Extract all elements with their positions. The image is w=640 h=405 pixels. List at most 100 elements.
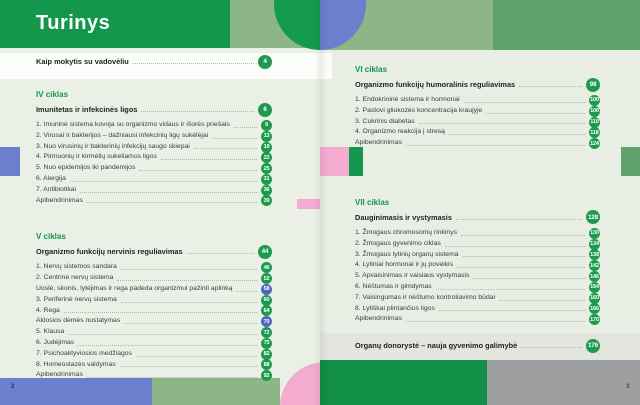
dotted-leader <box>499 299 585 301</box>
page-number-badge: 58 <box>261 283 272 295</box>
toc-row: 5. Klausa 72 <box>36 327 272 339</box>
dotted-leader <box>444 245 585 247</box>
toc-row-label: Kaip mokytis su vadovėliu <box>36 56 129 66</box>
page-number-badge: 138 <box>589 249 600 261</box>
toc-row: 3. Periferinė nervų sistema 60 <box>36 294 272 306</box>
dotted-leader <box>132 63 254 64</box>
dotted-leader <box>78 344 257 346</box>
dotted-leader <box>448 134 585 136</box>
toc-row-label: 8. Lytiškai plintančios ligos <box>355 304 435 312</box>
toc-row-label: 7. Antibiotikai <box>36 185 77 193</box>
dotted-leader <box>193 148 257 150</box>
folio-left: 2 <box>11 384 15 390</box>
page-number-badge: 176 <box>586 338 600 353</box>
page-number-badge: 39 <box>261 195 272 207</box>
toc-row: 2. Centrinė nervų sistema 52 <box>36 273 272 285</box>
toc-row: 8. Homeostazės valdymas 88 <box>36 359 272 371</box>
dotted-leader <box>139 170 257 172</box>
toc-row: 2. Pastovi gliukozės koncentracija krauj… <box>355 105 600 117</box>
toc-row: 1. Imuninė sistema kovoja su organizmo v… <box>36 119 272 131</box>
page-number-badge: 44 <box>258 244 272 259</box>
toc-row-label: Organizmo funkcijų humoralinis reguliavi… <box>355 79 516 89</box>
toc-row-label: 1. Imuninė sistema kovoja su organizmo v… <box>36 121 230 128</box>
page-number-badge: 134 <box>589 238 600 250</box>
page-number-badge: 118 <box>589 127 600 139</box>
page-number-badge: 13 <box>261 130 272 142</box>
dotted-leader <box>68 334 257 336</box>
toc-row-label: 5. Klausa <box>36 328 65 336</box>
toc-row-label: 6. Judėjimas <box>36 338 75 346</box>
page-number-badge: 154 <box>589 281 600 293</box>
dotted-leader <box>473 278 585 280</box>
dotted-leader <box>456 267 585 269</box>
dotted-leader <box>233 126 257 128</box>
toc-section: VI ciklas Organizmo funkcijų humoralinis … <box>355 64 600 150</box>
section-kicker: V ciklas <box>36 232 66 242</box>
page-number-badge: 6 <box>258 102 272 117</box>
dotted-leader <box>461 234 585 236</box>
page-number-badge: 82 <box>261 348 272 360</box>
toc-row: 1. Žmogaus chromosomų rinkinys 130 <box>355 227 600 239</box>
page-number-badge: 146 <box>589 271 600 283</box>
section-kicker: VI ciklas <box>355 65 388 74</box>
page-number-badge: 22 <box>261 152 272 164</box>
toc-row-label: 2. Virusai ir bakterijos – dažniausi inf… <box>36 131 209 139</box>
dotted-leader <box>160 159 257 161</box>
toc-row: 1. Endokrininė sistema ir hormonai 100 <box>355 94 600 106</box>
page-number-badge: 36 <box>261 184 272 196</box>
toc-section: VII ciklas Dauginimasis ir vystymasis 128 1… <box>355 197 600 326</box>
organ-row-container: Organų donorystė – nauja gyvenimo galimy… <box>355 338 600 353</box>
toc-row: 3. Žmogaus lytinių organų sistema 138 <box>355 249 600 261</box>
toc-row: 6. Judėjimas 75 <box>36 337 272 349</box>
page-number-badge: 166 <box>589 303 600 315</box>
dotted-leader <box>521 347 582 348</box>
decor-blue-block-left-edge <box>0 147 20 176</box>
decor-green-block-right-edge <box>621 147 640 176</box>
page-number-badge: 19 <box>261 141 272 153</box>
decor-header-green-band <box>0 0 230 48</box>
page-number-badge: 31 <box>261 173 272 185</box>
dotted-leader <box>135 355 257 357</box>
toc-row-label: 6. Alergija <box>36 174 66 182</box>
decor-pink-strip-leftpage <box>297 199 320 209</box>
page-number-badge: 25 <box>261 163 272 175</box>
toc-section: IV ciklas Imunitetas ir infekcinės ligos 6… <box>36 89 272 207</box>
dotted-leader <box>405 321 585 323</box>
page-number-badge: 98 <box>586 77 600 92</box>
dotted-leader <box>141 111 254 112</box>
toc-row-label: Imunitetas ir infekcinės ligos <box>36 104 138 114</box>
toc-row-label: Apibendrinimas <box>36 371 83 379</box>
page-number-badge: 170 <box>589 314 600 326</box>
decor-blue-block-bottom <box>0 378 152 405</box>
page-number-badge: 110 <box>589 116 600 128</box>
page-number-badge: 160 <box>589 292 600 304</box>
toc-row-label: 7. Psichoaktyviosios medžiagos <box>36 349 132 357</box>
toc-row: Apibendrinimas 39 <box>36 195 272 207</box>
decor-green-block-gutter <box>349 147 363 176</box>
toc-row-label: Apibendrinimas <box>355 315 402 323</box>
decor-white-strip <box>0 53 332 79</box>
page-number-badge: 64 <box>261 305 272 317</box>
dotted-leader <box>69 180 257 182</box>
toc-row: Dauginimasis ir vystymasis 128 <box>355 210 600 225</box>
toc-row-label: 1. Endokrininė sistema ir hormonai <box>355 96 460 103</box>
toc-row: Imunitetas ir infekcinės ligos 6 <box>36 102 272 117</box>
dotted-leader <box>119 366 257 368</box>
decor-header-midgreen-band <box>493 0 640 50</box>
decor-split-circle-blue-half <box>320 0 366 50</box>
page-number-badge: 128 <box>586 210 600 225</box>
page-number-badge: 106 <box>589 105 600 117</box>
toc-row: 1. Nervų sistemos sandara 46 <box>36 262 272 274</box>
toc-row-label: 6. Nėštumas ir gimdymas <box>355 282 432 290</box>
toc-row: 2. Virusai ir bakterijos – dažniausi inf… <box>36 130 272 142</box>
dotted-leader <box>486 112 585 114</box>
toc-row: 6. Alergija 31 <box>36 173 272 185</box>
toc-row-label: 3. Žmogaus lytinių organų sistema <box>355 250 459 258</box>
dotted-leader <box>405 145 585 147</box>
toc-row-label: 2. Pastovi gliukozės koncentracija krauj… <box>355 106 483 114</box>
toc-row: 2. Žmogaus gyvenimo ciklas 134 <box>355 238 600 250</box>
page-number-badge: 52 <box>261 273 272 285</box>
toc-row: 7. Vaisingumas ir nėštumo kontroliavimo … <box>355 292 600 304</box>
toc-row: 7. Psichoaktyviosios medžiagos 82 <box>36 348 272 360</box>
dotted-leader <box>463 101 585 103</box>
